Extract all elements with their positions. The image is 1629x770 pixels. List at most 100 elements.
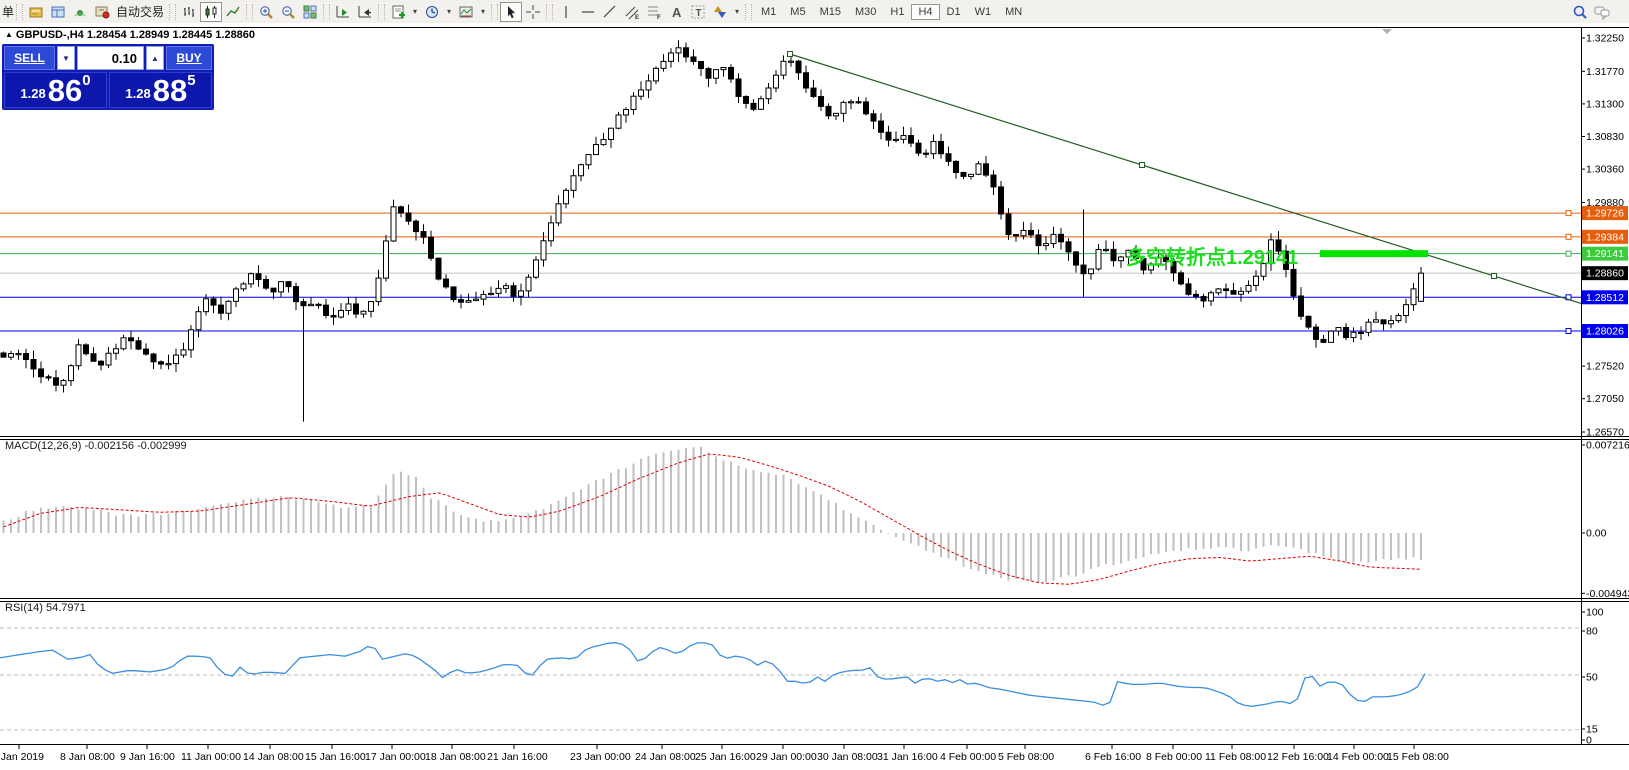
svg-text:1.28860: 1.28860 [1586,268,1624,280]
line-chart-mode-button[interactable] [222,2,244,22]
templates-button[interactable] [455,2,477,22]
horizontal-line-icon [580,4,596,20]
market-signal-button[interactable] [69,2,91,22]
sell-price-display[interactable]: 1.28 86 0 [4,72,107,108]
chart-shift-button[interactable] [354,2,376,22]
new-order-icon [28,4,44,20]
volume-increase-button[interactable]: ▲ [146,46,164,70]
cursor-button[interactable] [500,1,523,22]
chart-canvas[interactable]: 多空转折点1.29141 1.32250 1.31770 1.31300 1.30830… [0,23,1629,770]
svg-text:-0.004943: -0.004943 [1586,588,1629,600]
svg-text:24 Jan 08:00: 24 Jan 08:00 [635,751,696,763]
volume-decrease-button[interactable]: ▼ [57,46,75,70]
timeframe-m1-button[interactable]: M1 [761,5,777,18]
timeframe-h4-button[interactable]: H4 [911,3,940,20]
svg-text:1.27050: 1.27050 [1586,393,1624,405]
candles-layer [0,40,1424,422]
trendline-button[interactable] [599,2,621,22]
one-click-trading-panel: SELL ▼ ▲ BUY 1.28 86 0 1.28 88 5 [2,44,214,110]
indicators-dropdown[interactable]: ▾ [413,7,418,16]
turning-point-annotation[interactable]: 多空转折点1.29141 [1126,245,1298,269]
price-badge [1582,324,1628,339]
text-label-icon: T [690,4,706,20]
svg-text:14 Feb 00:00: 14 Feb 00:00 [1327,751,1389,763]
svg-text:A: A [672,5,682,20]
svg-text:6 Feb 16:00: 6 Feb 16:00 [1085,751,1141,763]
time-axis[interactable]: 7 Jan 2019 8 Jan 08:00 9 Jan 16:00 11 Jan 0… [0,744,1449,763]
search-icon [1572,4,1588,20]
svg-text:0: 0 [1586,735,1592,747]
auto-scroll-button[interactable] [332,2,354,22]
svg-text:1.29141: 1.29141 [1586,248,1624,260]
equidistant-channel-button[interactable]: E [621,2,643,22]
arrows-button[interactable] [709,2,731,22]
line-chart-mode-icon [225,4,241,20]
candlestick-mode-button[interactable] [200,1,223,22]
timeframe-m30-button[interactable]: M30 [854,5,877,18]
bar-chart-mode-button[interactable] [178,2,200,22]
periods-dropdown[interactable]: ▾ [447,7,452,16]
indicators-icon [390,4,406,20]
svg-text:80: 80 [1586,626,1598,638]
autotrading-robot-button[interactable] [91,2,113,22]
trendline-anchor [1491,273,1497,279]
templates-dropdown[interactable]: ▾ [481,7,486,16]
new-order-button-partial[interactable]: 单 [1,5,14,19]
svg-text:1.30830: 1.30830 [1586,131,1624,143]
timeframe-m15-button[interactable]: M15 [819,5,841,18]
tile-windows-button[interactable] [299,2,321,22]
new-order-button[interactable] [25,2,47,22]
descending-trendline[interactable] [787,51,1582,305]
svg-text:11 Feb 08:00: 11 Feb 08:00 [1205,751,1266,763]
sell-button[interactable]: SELL [4,46,55,70]
text-label-button[interactable]: T [687,2,709,22]
timeframe-d1-button[interactable]: D1 [946,5,961,18]
macd-axis[interactable]: 0.007216 0.00 -0.004943 [1581,440,1629,600]
timeframe-w1-button[interactable]: W1 [974,5,992,18]
svg-text:4 Feb 00:00: 4 Feb 00:00 [940,751,996,763]
equidistant-channel-icon: E [624,4,640,20]
arrows-dropdown[interactable]: ▾ [735,7,740,16]
sell-price-pipette: 0 [82,72,91,89]
search-button[interactable] [1569,2,1591,22]
chart-profile-button[interactable] [47,2,69,22]
indicators-button[interactable] [387,2,409,22]
svg-text:F: F [657,15,661,20]
zoom-in-button[interactable] [255,2,277,22]
autotrading-robot-icon [94,4,110,20]
text-button[interactable]: A [665,2,687,22]
level-line-handle [1565,328,1572,335]
chart-shift-marker [1382,29,1392,34]
sell-price-big: 86 [47,73,83,109]
svg-text:E: E [635,15,639,20]
volume-input[interactable] [77,46,144,70]
chat-button[interactable] [1591,2,1613,22]
crosshair-button[interactable] [522,2,544,22]
periods-button[interactable] [421,2,443,22]
horizontal-line-button[interactable] [577,2,599,22]
buy-price-display[interactable]: 1.28 88 5 [109,72,212,108]
rsi-axis[interactable]: 100 80 50 150 [1581,607,1604,747]
toolbar-grip [378,3,386,20]
symbol-ohlc-text: GBPUSD-,H4 1.28454 1.28949 1.28445 1.288… [15,29,256,41]
price-axis[interactable]: 1.32250 1.31770 1.31300 1.30830 1.30360 1.298… [1581,33,1628,439]
zoom-out-button[interactable] [277,2,299,22]
timeframe-mn-button[interactable]: MN [1005,5,1023,18]
toolbar-right-icons [1569,1,1613,22]
turning-point-highlight-bar[interactable] [1320,250,1428,258]
vertical-line-button[interactable] [555,2,577,22]
timeframe-m5-button[interactable]: M5 [790,5,806,18]
price-badge [1582,206,1628,221]
autotrading-button-label[interactable]: 自动交易 [116,5,165,19]
trendline-anchor [787,51,793,57]
crosshair-icon [525,4,541,20]
chart-shift-icon [357,4,373,20]
arrows-icon [712,4,728,20]
fibonacci-button[interactable]: F [643,2,665,22]
svg-text:1.31300: 1.31300 [1586,98,1624,110]
timeframe-h1-button[interactable]: H1 [890,5,905,18]
buy-button[interactable]: BUY [166,46,212,70]
toolbar-grip [491,3,499,20]
vertical-line-icon [558,4,574,20]
